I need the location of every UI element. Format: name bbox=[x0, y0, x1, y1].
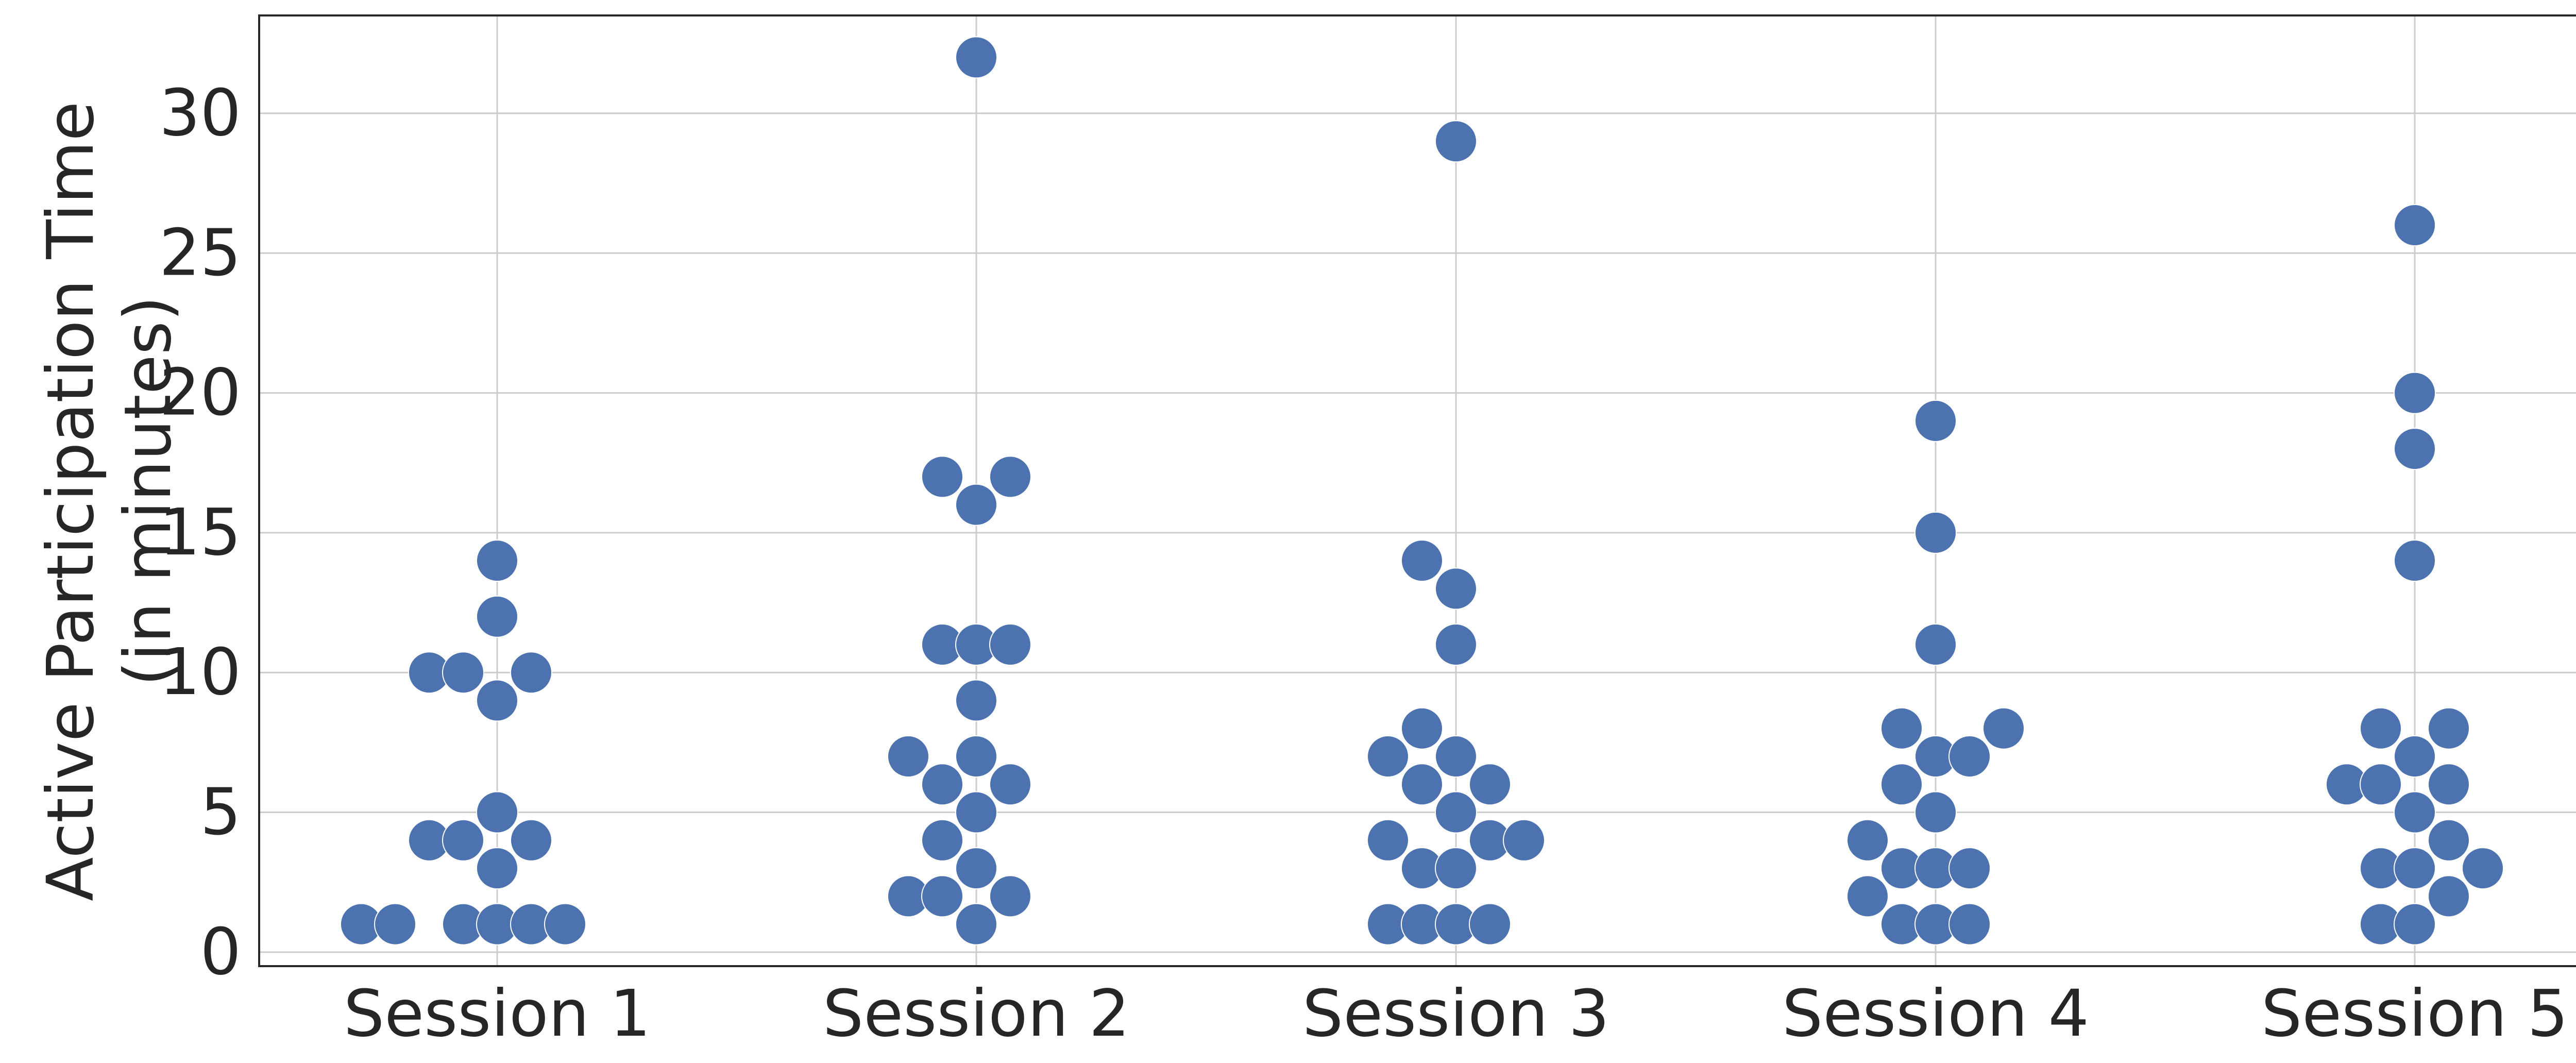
data-point bbox=[1435, 735, 1477, 778]
data-point bbox=[887, 735, 929, 778]
x-tick-label: Session 3 bbox=[1302, 976, 1609, 1051]
data-point bbox=[2394, 428, 2436, 470]
data-point bbox=[989, 763, 1031, 806]
data-point bbox=[1914, 399, 1957, 442]
data-point bbox=[989, 875, 1031, 918]
data-point bbox=[1914, 623, 1957, 666]
data-point bbox=[2394, 539, 2436, 582]
data-point bbox=[2394, 903, 2436, 946]
data-point bbox=[1880, 707, 1923, 750]
y-axis-title: Active Participation Time (in minutes) bbox=[33, 81, 185, 901]
y-tick-label: 15 bbox=[159, 495, 241, 570]
data-point bbox=[955, 735, 997, 778]
data-point bbox=[510, 651, 552, 694]
data-point bbox=[476, 539, 518, 582]
data-point bbox=[2462, 847, 2504, 890]
data-point bbox=[1435, 847, 1477, 890]
y-tick-labels: 0 5 10 15 20 25 30 bbox=[159, 76, 241, 989]
data-point bbox=[2394, 791, 2436, 834]
data-points bbox=[340, 36, 2504, 946]
data-point bbox=[1948, 903, 1991, 946]
data-point bbox=[1846, 819, 1889, 862]
data-point bbox=[955, 791, 997, 834]
data-point bbox=[2360, 763, 2402, 806]
data-point bbox=[1401, 539, 1443, 582]
data-point bbox=[1982, 707, 2025, 750]
data-point bbox=[2360, 707, 2402, 750]
y-tick-label: 20 bbox=[159, 356, 241, 430]
data-point bbox=[989, 623, 1031, 666]
data-point bbox=[1469, 903, 1511, 946]
x-tick-labels: Session 1 Session 2 Session 3 Session 4 Sess… bbox=[344, 976, 2568, 1051]
y-axis-title-line-1: Active Participation Time bbox=[33, 102, 108, 901]
data-point bbox=[955, 903, 997, 946]
data-point bbox=[1914, 791, 1957, 834]
data-point bbox=[476, 679, 518, 722]
data-point bbox=[476, 791, 518, 834]
data-point bbox=[955, 847, 997, 890]
data-point bbox=[955, 483, 997, 526]
x-tick-label: Session 5 bbox=[2261, 976, 2568, 1051]
y-tick-label: 5 bbox=[200, 775, 241, 850]
y-axis-title-line-2: (in minutes) bbox=[111, 296, 185, 686]
data-point bbox=[1948, 847, 1991, 890]
data-point bbox=[374, 903, 416, 946]
x-tick-label: Session 4 bbox=[1782, 976, 2089, 1051]
data-point bbox=[921, 455, 963, 498]
y-tick-label: 30 bbox=[159, 76, 241, 150]
data-point bbox=[955, 679, 997, 722]
data-point bbox=[1948, 735, 1991, 778]
data-point bbox=[921, 819, 963, 862]
data-point bbox=[921, 875, 963, 918]
data-point bbox=[476, 595, 518, 638]
data-point bbox=[1401, 707, 1443, 750]
data-point bbox=[442, 651, 484, 694]
data-point bbox=[1435, 623, 1477, 666]
grid-lines bbox=[259, 15, 2576, 966]
data-point bbox=[1880, 763, 1923, 806]
data-point bbox=[2394, 847, 2436, 890]
data-point bbox=[2394, 204, 2436, 246]
data-point bbox=[2428, 819, 2470, 862]
data-point bbox=[1367, 819, 1409, 862]
y-tick-label: 0 bbox=[200, 915, 241, 989]
data-point bbox=[2428, 875, 2470, 918]
data-point bbox=[2394, 735, 2436, 778]
plot-frame bbox=[258, 14, 2576, 967]
data-point bbox=[1367, 735, 1409, 778]
data-point bbox=[1469, 763, 1511, 806]
y-tick-label: 10 bbox=[159, 635, 241, 710]
data-point bbox=[921, 763, 963, 806]
data-point bbox=[1401, 763, 1443, 806]
x-tick-label: Session 2 bbox=[823, 976, 1130, 1051]
data-point bbox=[2428, 707, 2470, 750]
data-point bbox=[1846, 875, 1889, 918]
data-point bbox=[955, 36, 997, 79]
data-point bbox=[510, 819, 552, 862]
data-point bbox=[442, 819, 484, 862]
data-point bbox=[544, 903, 586, 946]
data-point bbox=[2394, 372, 2436, 414]
data-point bbox=[989, 455, 1031, 498]
data-point bbox=[1435, 567, 1477, 610]
data-point bbox=[2428, 763, 2470, 806]
data-point bbox=[476, 847, 518, 890]
data-point bbox=[1914, 511, 1957, 554]
x-tick-label: Session 1 bbox=[344, 976, 651, 1051]
data-point bbox=[1503, 819, 1545, 862]
data-point bbox=[1435, 120, 1477, 163]
data-point bbox=[1435, 791, 1477, 834]
y-tick-label: 25 bbox=[159, 215, 241, 290]
